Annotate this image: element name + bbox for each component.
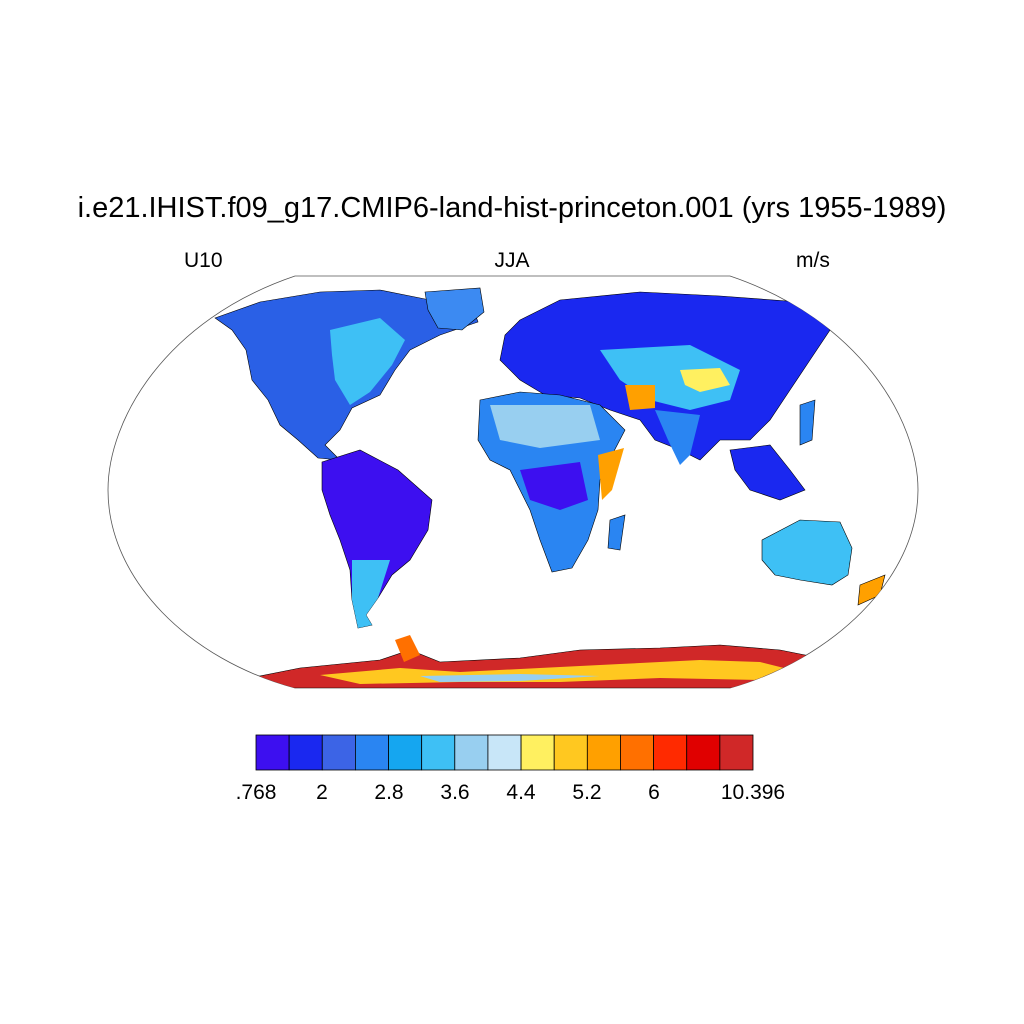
variable-label: U10	[184, 249, 223, 272]
iran-plateau	[625, 385, 655, 410]
colorbar-box	[288, 734, 323, 771]
colorbar-tick-label: 4.4	[506, 781, 536, 804]
colorbar-tick-label: 2	[316, 781, 328, 804]
colorbar-box	[520, 734, 555, 771]
colorbar-box	[620, 734, 654, 771]
colorbar-box	[354, 734, 389, 771]
antarctic-peninsula	[395, 635, 420, 662]
tibet-plateau	[680, 368, 730, 392]
colorbar-box	[454, 734, 489, 771]
colorbar-tick-label: 10.396	[721, 781, 785, 804]
colorbar-tick-label: 6	[648, 781, 660, 804]
colorbar-tick-label: 2.8	[374, 781, 403, 804]
southeast-asia	[729, 444, 806, 501]
south-america-south	[352, 560, 390, 628]
colorbar-box	[321, 734, 356, 771]
units-label: m/s	[796, 249, 830, 272]
colorbar-tick-label: 5.2	[572, 781, 601, 804]
japan	[799, 399, 816, 446]
colorbar-tick-label: 3.6	[440, 781, 469, 804]
colorbar-box	[719, 734, 754, 771]
colorbar-box	[487, 734, 522, 771]
colorbar-boxes	[255, 734, 754, 771]
colorbar-box	[388, 734, 423, 771]
colorbar-ticks: .768 2 2.8 3.6 4.4 5.2 6 10.396	[236, 781, 786, 804]
colorbar-box	[586, 734, 621, 771]
season-label: JJA	[494, 249, 530, 272]
sahara	[490, 405, 600, 448]
colorbar-box	[255, 734, 290, 771]
antarctica-core	[420, 674, 600, 682]
colorbar-box	[553, 734, 588, 771]
australia	[761, 519, 853, 586]
horn-of-africa	[598, 448, 624, 500]
central-asia	[600, 345, 740, 410]
central-africa	[520, 462, 588, 510]
greenland	[424, 287, 485, 331]
map-title: i.e21.IHIST.f09_g17.CMIP6-land-hist-prin…	[77, 192, 947, 224]
north-america-east	[330, 318, 405, 405]
colorbar-box	[686, 734, 721, 771]
colorbar-tick-label: .768	[236, 781, 277, 804]
colorbar-box	[653, 734, 688, 771]
colorbar-box	[421, 734, 456, 771]
india	[655, 410, 700, 465]
madagascar	[607, 514, 626, 551]
